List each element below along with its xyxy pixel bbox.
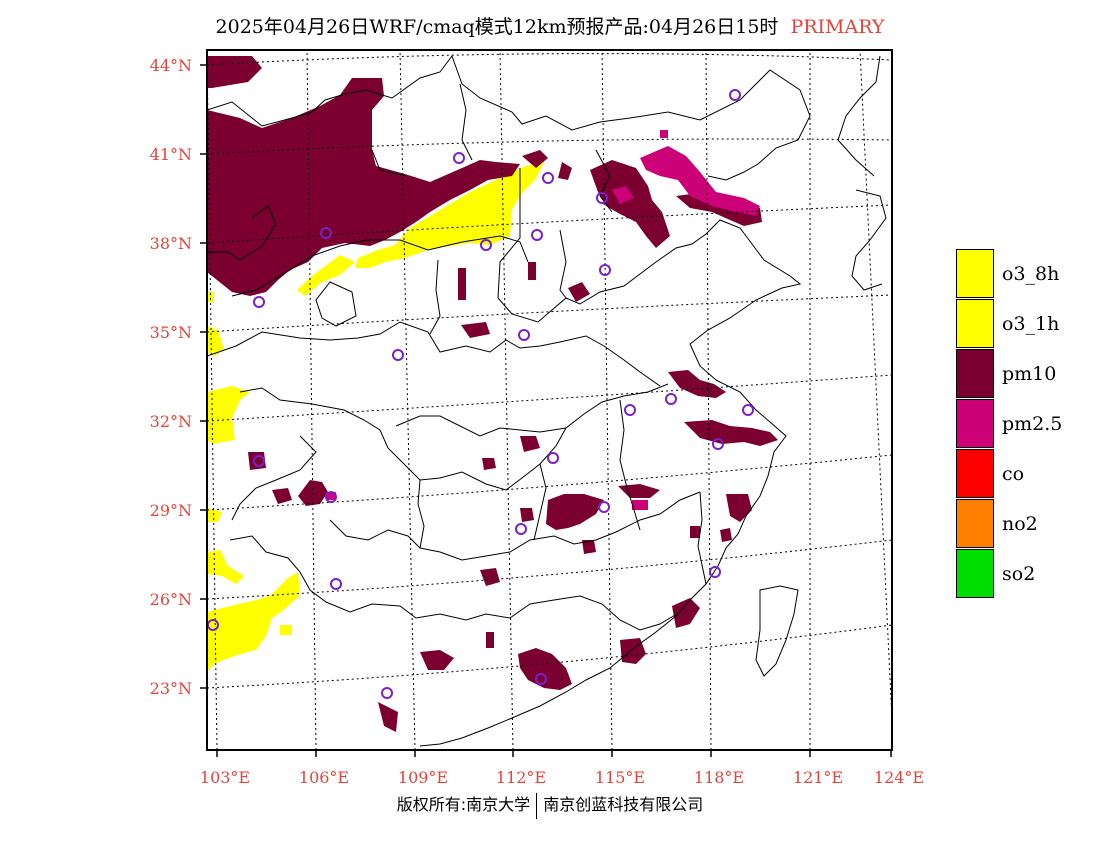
legend-label: pm10 [1002,363,1057,385]
lon-label: 115°E [595,768,645,787]
copyright: 版权所有:南京大学 南京创蓝科技有限公司 [0,791,1100,819]
legend-label: co [1002,463,1025,485]
lon-label: 109°E [398,768,448,787]
legend-label: no2 [1002,513,1038,535]
legend-swatch [956,349,994,398]
lon-labels: 103°E 106°E 109°E 112°E 115°E 118°E 121°… [200,768,924,787]
lat-label: 23°N [150,679,192,698]
lat-label: 35°N [150,323,192,342]
station-markers [207,89,754,699]
lon-label: 103°E [200,768,250,787]
map-frame [206,49,893,751]
lon-label: 121°E [793,768,843,787]
lat-label: 38°N [150,234,192,253]
pm25-regions [326,130,760,510]
title-text: 2025年04月26日WRF/cmaq模式12km预报产品:04月26日15时 [215,16,779,38]
primary-label: PRIMARY [790,16,885,38]
legend-swatch [956,399,994,448]
legend-label: so2 [1002,563,1036,585]
lon-label: 124°E [874,768,924,787]
lat-labels: 44°N 41°N 38°N 35°N 32°N 29°N 26°N 23°N [150,56,192,698]
lat-label: 29°N [150,501,192,520]
lat-label: 26°N [150,590,192,609]
lat-label: 44°N [150,56,192,75]
graticule [207,50,892,750]
lon-ticks [216,750,892,757]
legend-swatch [956,499,994,548]
legend-label: o3_8h [1002,263,1060,285]
lat-label: 41°N [150,145,192,164]
lon-label: 106°E [299,768,349,787]
pm10-regions [207,56,778,732]
legend-swatch [956,449,994,498]
legend-swatch [956,299,994,348]
legend-label: pm2.5 [1002,413,1063,435]
lon-label: 112°E [496,768,546,787]
map-plot-area [207,50,892,750]
lon-label: 118°E [694,768,744,787]
lat-ticks [200,64,207,689]
legend-swatch [956,549,994,598]
copyright-separator [536,792,538,819]
copyright-right: 南京创蓝科技有限公司 [543,795,704,814]
map-title: 2025年04月26日WRF/cmaq模式12km预报产品:04月26日15时 P… [0,12,1100,39]
boundaries [207,54,887,747]
copyright-left: 版权所有:南京大学 [396,795,531,814]
legend-label: o3_1h [1002,313,1060,335]
legend-swatch [956,249,994,298]
lat-label: 32°N [150,412,192,431]
